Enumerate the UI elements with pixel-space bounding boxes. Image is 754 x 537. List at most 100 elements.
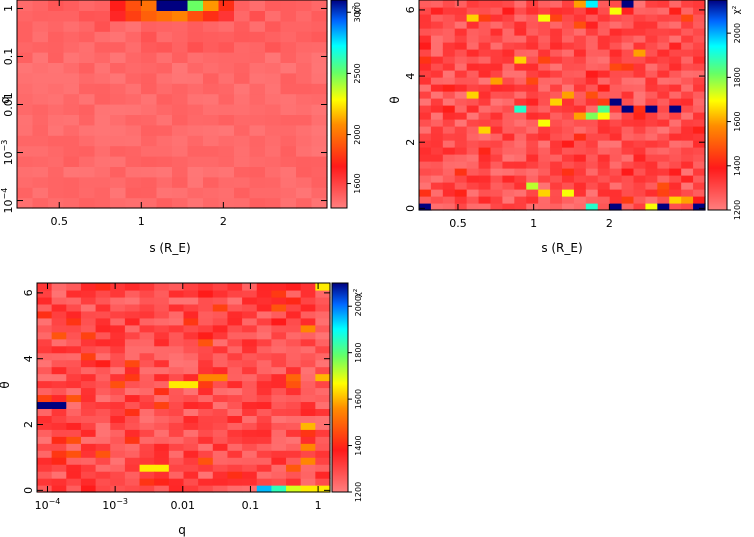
heatmap-cell [110,303,126,312]
heatmap-cell [187,176,204,188]
heatmap-cell [110,422,126,430]
heatmap-cell [657,161,670,169]
heatmap-cell [154,331,170,340]
heatmap-cell [242,338,258,347]
heatmap-cell [693,28,706,36]
heatmap-cell [296,0,313,11]
heatmap-cell [63,124,80,136]
heatmap-cell [514,35,527,43]
heatmap-cell [300,366,316,375]
heatmap-cell [37,401,53,409]
heatmap-cell [550,203,563,211]
heatmap-cell [80,283,97,291]
heatmap-cell [172,62,189,74]
heatmap-cell [110,331,126,340]
heatmap-cell [203,83,220,95]
heatmap-cell [172,135,189,147]
heatmap-cell [526,105,539,113]
heatmap-cell [256,303,272,312]
heatmap-cell [203,124,220,136]
heatmap-cell [538,168,551,176]
heatmap-cell [597,189,611,197]
heatmap-cell [669,70,682,78]
heatmap-cell [32,166,49,178]
heatmap-cell [156,176,173,188]
heatmap-cell [609,203,623,211]
heatmap-cell [633,189,647,197]
heatmap-cell [300,345,316,354]
heatmap-cell [212,450,229,458]
heatmap-cell [609,84,623,92]
heatmap-cell [227,310,243,319]
heatmap-cell [693,0,706,8]
heatmap-cell [526,70,539,78]
heatmap-cell [154,317,170,326]
heatmap-cell [218,93,235,105]
heatmap-cell [124,464,141,472]
heatmap-cell [94,156,111,167]
heatmap-cell [234,187,251,199]
heatmap-cell [125,124,142,136]
heatmap-cell [454,140,468,148]
heatmap-cell [95,457,111,465]
heatmap-cell [271,324,287,333]
heatmap-cell [466,168,480,176]
heatmap-cell [218,104,235,115]
heatmap-cell [562,63,575,71]
heatmap-cell [187,124,204,136]
heatmap-cell [526,21,539,29]
heatmap-cell [124,422,141,430]
heatmap-cell [315,471,331,479]
heatmap-cell [526,98,539,106]
heatmap-cell [514,133,527,141]
heatmap-cell [562,112,575,120]
heatmap-cell [526,154,539,162]
heatmap-cell [66,380,82,389]
heatmap-cell [79,31,96,43]
heatmap-cell [286,331,302,340]
heatmap-cell [110,415,126,423]
heatmap-cell [657,56,670,64]
heatmap-cell [212,366,229,375]
heatmap-cell [693,14,706,22]
heatmap-cell [597,140,611,148]
heatmap-cell [172,72,189,84]
heatmap-cell [478,119,492,127]
x-axis-label: s (R_E) [541,241,582,255]
heatmap-cell [693,161,706,169]
heatmap-cell [212,359,229,368]
heatmap-cell [538,154,551,162]
heatmap-cell [681,133,694,141]
heatmap-cell [17,114,34,126]
heatmap-cell [95,303,111,312]
heatmap-cell [538,49,551,57]
heatmap-cell [227,485,243,493]
heatmap-cell [621,14,635,22]
heatmap-cell [66,317,82,326]
heatmap-cell [249,10,266,22]
heatmap-cell [573,7,587,15]
heatmap-cell [17,197,34,209]
heatmap-cell [256,283,272,291]
heatmap-cell [48,145,65,157]
heatmap-cell [526,189,539,197]
heatmap-cell [66,436,82,444]
heatmap-cell [454,56,468,64]
heatmap-cell [286,429,302,437]
heatmap-cell [657,7,670,15]
heatmap-cell [37,380,53,389]
heatmap-cell [51,408,67,416]
heatmap-cell [657,112,670,120]
heatmap-cell [478,112,492,120]
heatmap-cell [124,283,141,291]
heatmap-cell [490,14,504,22]
heatmap-cell [419,42,432,50]
heatmap-cell [154,471,170,479]
heatmap-cell [94,93,111,105]
heatmap-cell [300,317,316,326]
heatmap-cell [296,135,313,147]
heatmap-cell [550,147,563,155]
heatmap-cell [227,436,243,444]
heatmap-cell [265,83,282,95]
heatmap-cell [139,394,155,403]
